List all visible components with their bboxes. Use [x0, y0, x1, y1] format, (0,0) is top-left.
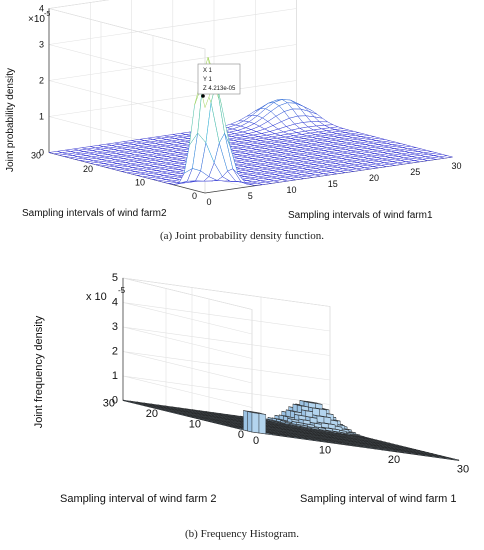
histogram-bar-top	[296, 423, 308, 427]
histogram-bar-top	[278, 422, 290, 425]
surface-mesh	[48, 56, 453, 186]
b-x-tick-label: 30	[457, 464, 469, 476]
histogram-bar-top	[300, 426, 312, 429]
a-y-tick-label: 20	[83, 164, 93, 174]
exponent-power: -5	[44, 11, 50, 18]
datatip[interactable]: X 1 Y 1 Z 4.213e-05	[197, 63, 241, 98]
a-x-tick-label: 30	[451, 161, 461, 171]
a-y-tick-label: 30	[31, 151, 41, 161]
histogram-bar-top	[318, 429, 330, 432]
histogram-bar-top	[304, 401, 316, 404]
b-x-tick-label: 20	[388, 454, 400, 466]
histogram-bar-top	[282, 423, 294, 427]
a-z-tick-label: 1	[39, 112, 44, 122]
y-axis-label-b: Sampling interval of wind farm 2	[60, 493, 217, 505]
histogram-bar-top	[316, 421, 329, 425]
histogram-bar-top	[301, 409, 313, 412]
histogram-bar-side	[247, 411, 253, 433]
b-y-tick-label: 0	[238, 429, 244, 441]
histogram-bar-top	[283, 415, 295, 419]
histogram-bars	[122, 399, 460, 461]
a-x-tick-label: 5	[248, 191, 253, 201]
a-x-tick-label: 0	[206, 197, 211, 207]
a-y-tick-label: 10	[135, 178, 145, 188]
b-z-tick-label: 0	[112, 395, 118, 407]
b-z-tick-label: 5	[112, 272, 118, 284]
histogram-bar-top	[321, 426, 333, 430]
histogram-figure: 0 10 20 30 0 10 20 30 0 1 2 3 4 5 x 10 -5 Joint frequ…	[0, 272, 484, 522]
histogram-bar-top	[311, 428, 324, 431]
caption-a: (a) Joint probability density function.	[159, 230, 325, 242]
histogram-bar-top	[289, 424, 301, 427]
histogram-bar-top	[276, 418, 288, 422]
histogram-bar-top	[305, 416, 318, 419]
b-x-tick-label: 10	[319, 445, 331, 457]
a-z-tick-label: 0	[39, 148, 44, 158]
histogram-bar-top	[307, 426, 319, 429]
caption-b: (b) Frequency Histogram.	[185, 528, 299, 540]
a-x-tick-label: 20	[369, 173, 379, 183]
exponent-power-b: -5	[118, 286, 126, 295]
surface-plot-figure: 0 5 10 15 20 25 30 0 10 20 30 0 1 2 3 4 ×10 -5 Joint pr…	[0, 0, 484, 226]
b-z-tick-label: 2	[112, 346, 118, 358]
datatip-y: Y 1	[203, 77, 213, 83]
histogram-bar-top	[304, 427, 317, 431]
histogram-bar-top	[294, 414, 306, 417]
histogram-bar-front	[258, 413, 266, 435]
histogram-bar-top	[314, 426, 326, 429]
x-axis-label-b: Sampling interval of wind farm 1	[300, 493, 457, 505]
a-z-tick-label: 3	[39, 40, 44, 50]
surface-cell	[439, 155, 453, 159]
histogram-bar-top	[291, 421, 304, 424]
b-z-tick-label: 1	[112, 370, 118, 382]
histogram-bar-top	[298, 418, 311, 422]
z-axis-label: Joint probability density	[5, 68, 16, 172]
datatip-z: Z 4.213e-05	[203, 86, 236, 92]
histogram-bar-top	[247, 411, 259, 414]
a-x-tick-label: 15	[328, 179, 338, 189]
histogram-bar-side	[243, 410, 248, 432]
histogram-bar-top	[280, 420, 293, 423]
a-y-tick-label: 0	[192, 191, 197, 201]
histogram-bar-top	[290, 410, 302, 413]
histogram-bar-top	[287, 418, 299, 421]
histogram-bar-top	[269, 419, 281, 423]
histogram-bar-top	[325, 429, 337, 433]
z-axis-label-b: Joint frequency density	[33, 315, 45, 428]
histogram-bar-top	[293, 425, 305, 429]
histogram-bar-top	[310, 422, 322, 425]
histogram-bar-top	[297, 404, 309, 408]
histogram-bar-top	[312, 414, 324, 417]
a-z-tick-label: 2	[39, 76, 44, 86]
datatip-x: X 1	[203, 68, 213, 74]
y-axis-label: Sampling intervals of wind farm2	[22, 208, 167, 219]
b-z-tick-label: 3	[112, 321, 118, 333]
exponent-label-b: x 10	[86, 291, 107, 303]
datatip-marker	[201, 94, 205, 98]
b-y-tick-label: 30	[103, 398, 115, 410]
a-x-tick-label: 25	[410, 167, 420, 177]
datatip-box	[197, 63, 241, 95]
histogram-bar-front	[251, 412, 260, 434]
b-y-tick-label: 20	[146, 408, 158, 420]
b-x-tick-label: 0	[253, 435, 259, 447]
b-z-tick-label: 4	[112, 297, 118, 309]
a-z-tick-label: 4	[39, 4, 44, 14]
a-x-tick-label: 10	[286, 185, 296, 195]
histogram-bar-top	[273, 421, 286, 424]
exponent-label: ×10	[28, 14, 45, 25]
b-y-tick-label: 10	[189, 419, 201, 431]
x-axis-label: Sampling intervals of wind farm1	[288, 210, 433, 221]
histogram-bar-top	[308, 406, 320, 410]
histogram-bar-top	[285, 422, 297, 425]
histogram-bar-top	[303, 423, 315, 426]
